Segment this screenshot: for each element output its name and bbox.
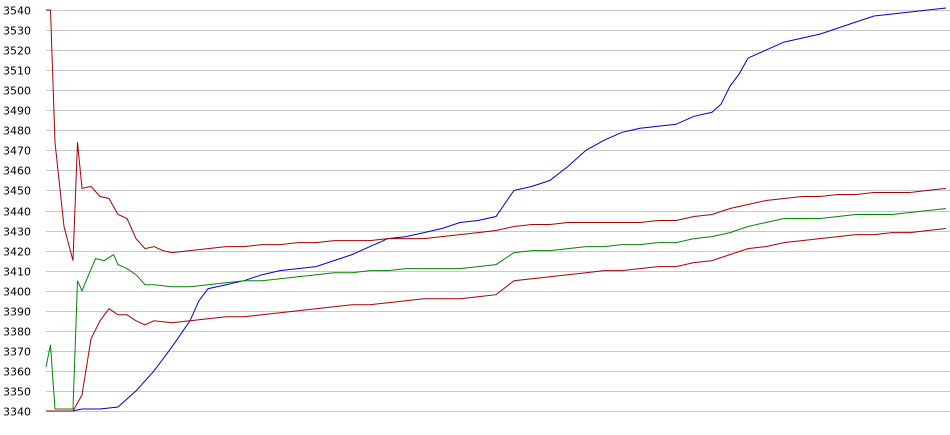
- y-tick-label: 3510: [3, 65, 31, 78]
- series-line-3: [46, 9, 947, 261]
- y-tick-label: 3350: [3, 386, 31, 399]
- y-tick-label: 3420: [3, 246, 31, 259]
- series-line-2: [45, 208, 947, 410]
- y-tick-label: 3410: [3, 266, 31, 279]
- y-tick-label: 3390: [3, 306, 31, 319]
- y-tick-label: 3430: [3, 226, 31, 239]
- series-line-1: [46, 7, 947, 412]
- y-tick-label: 3480: [3, 125, 31, 138]
- y-tick-label: 3370: [3, 346, 31, 359]
- y-tick-label: 3460: [3, 165, 31, 178]
- y-tick-label: 3380: [3, 326, 31, 339]
- series-line-4: [46, 228, 947, 412]
- y-tick-label: 3450: [3, 185, 31, 198]
- y-axis-tick-labels: 3540 3530 3520 3510 3500 3490 3480 3470 3460 3450…: [3, 5, 31, 419]
- y-tick-label: 3340: [3, 406, 31, 419]
- y-tick-label: 3360: [3, 366, 31, 379]
- y-tick-label: 3530: [3, 25, 31, 38]
- y-tick-label: 3540: [3, 5, 31, 18]
- y-tick-label: 3520: [3, 45, 31, 58]
- y-tick-label: 3500: [3, 85, 31, 98]
- y-tick-label: 3490: [3, 105, 31, 118]
- y-tick-label: 3400: [3, 286, 31, 299]
- y-tick-label: 3470: [3, 145, 31, 158]
- y-tick-label: 3440: [3, 206, 31, 219]
- grid-lines: [46, 10, 950, 412]
- series-lines: [45, 7, 947, 412]
